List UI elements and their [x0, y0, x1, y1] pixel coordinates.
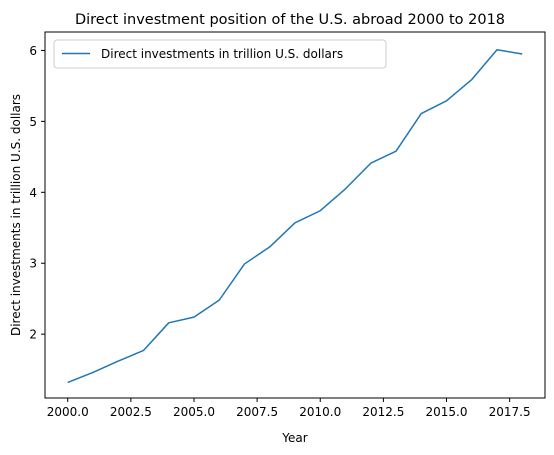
- x-tick-label: 2005.0: [173, 405, 215, 419]
- series-layer: [67, 48, 523, 384]
- y-axis-ticks: 2 3 4 5 6: [29, 44, 45, 342]
- x-tick-label: 2012.5: [362, 405, 404, 419]
- x-tick-label: 2002.5: [110, 405, 152, 419]
- y-tick-label: 4: [29, 186, 37, 200]
- x-tick-label: 2017.5: [489, 405, 531, 419]
- legend: Direct investments in trillion U.S. doll…: [53, 39, 387, 69]
- y-axis-label: Direct investments in trillion U.S. doll…: [9, 94, 23, 336]
- x-tick-label: 2007.5: [236, 405, 278, 419]
- x-axis-label: Year: [281, 431, 307, 445]
- chart-title: Direct investment position of the U.S. a…: [75, 12, 505, 28]
- x-axis-ticks: 2000.0 2002.5 2005.0 2007.5 2010.0 2012.5 2015…: [47, 398, 531, 419]
- y-tick-label: 6: [29, 44, 37, 58]
- x-tick-label: 2000.0: [47, 405, 89, 419]
- x-tick-label: 2010.0: [299, 405, 341, 419]
- plot-area: [45, 32, 545, 398]
- legend-box: [53, 39, 387, 69]
- x-tick-label: 2015.0: [426, 405, 468, 419]
- y-tick-label: 3: [29, 257, 37, 271]
- y-tick-label: 5: [29, 115, 37, 129]
- legend-entry: Direct investments in trillion U.S. doll…: [101, 47, 343, 61]
- plot-frame: [44, 31, 546, 399]
- y-tick-label: 2: [29, 328, 37, 342]
- series-line: [67, 48, 523, 384]
